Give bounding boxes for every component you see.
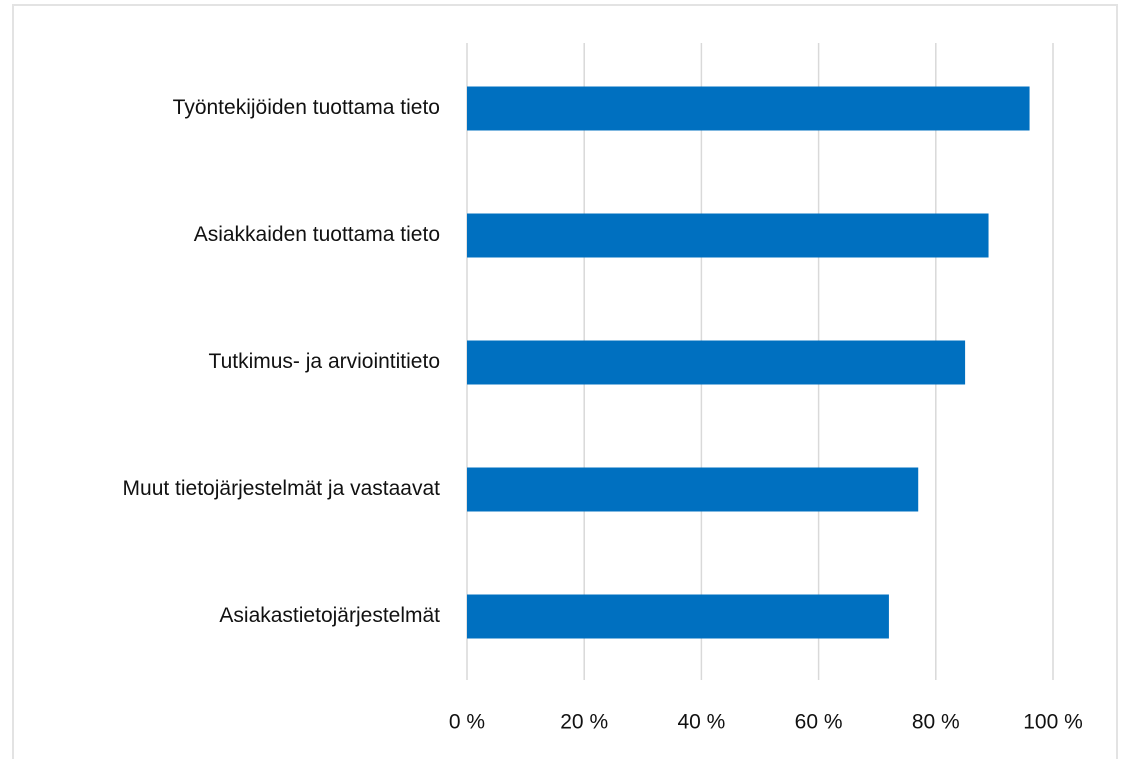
y-tick-label: Työntekijöiden tuottama tieto xyxy=(173,96,440,119)
x-tick-label: 100 % xyxy=(1023,711,1083,734)
bar xyxy=(467,86,1030,131)
y-tick-label: Tutkimus- ja arviointitieto xyxy=(209,350,440,373)
bar xyxy=(467,467,919,512)
bar xyxy=(467,213,989,258)
y-tick-label: Asiakkaiden tuottama tieto xyxy=(194,223,440,246)
y-tick-label: Muut tietojärjestelmät ja vastaavat xyxy=(123,477,441,500)
bar xyxy=(467,340,966,385)
x-tick-label: 20 % xyxy=(560,711,608,734)
y-tick-label: Asiakastietojärjestelmät xyxy=(219,604,440,627)
x-tick-label: 80 % xyxy=(912,711,960,734)
bar xyxy=(467,594,889,639)
x-tick-label: 60 % xyxy=(795,711,843,734)
x-tick-label: 0 % xyxy=(449,711,485,734)
x-tick-label: 40 % xyxy=(677,711,725,734)
